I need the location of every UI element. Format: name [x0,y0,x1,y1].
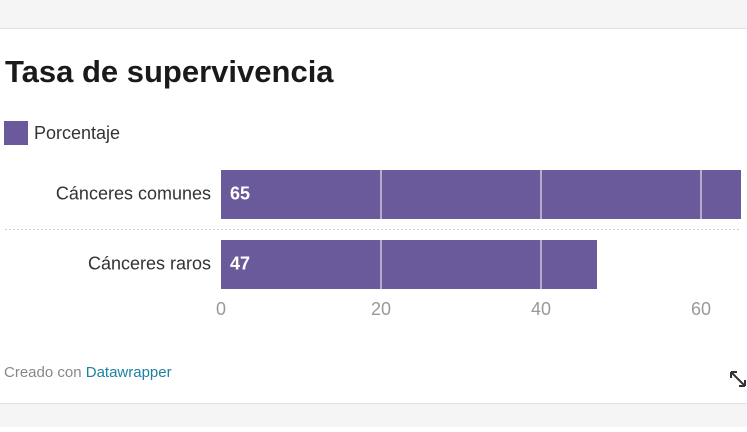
bar [221,170,741,219]
bar [221,240,597,289]
category-label: Cánceres comunes [56,183,211,203]
x-tick-label: 40 [531,299,551,319]
value-label: 65 [230,183,250,203]
chart-title: Tasa de supervivencia [5,54,334,89]
top-bar [0,0,747,28]
bottom-bar [0,404,747,427]
x-tick-label: 60 [691,299,711,319]
x-tick-label: 20 [371,299,391,319]
credit-link[interactable]: Datawrapper [86,364,172,381]
legend-swatch [4,121,28,145]
value-label: 47 [230,253,250,273]
credit: Creado con Datawrapper [4,364,172,381]
legend-label: Porcentaje [34,123,120,143]
resize-icon[interactable] [730,371,746,387]
category-label: Cánceres raros [88,253,211,273]
credit-prefix: Creado con [4,364,82,381]
x-tick-label: 0 [216,299,226,319]
